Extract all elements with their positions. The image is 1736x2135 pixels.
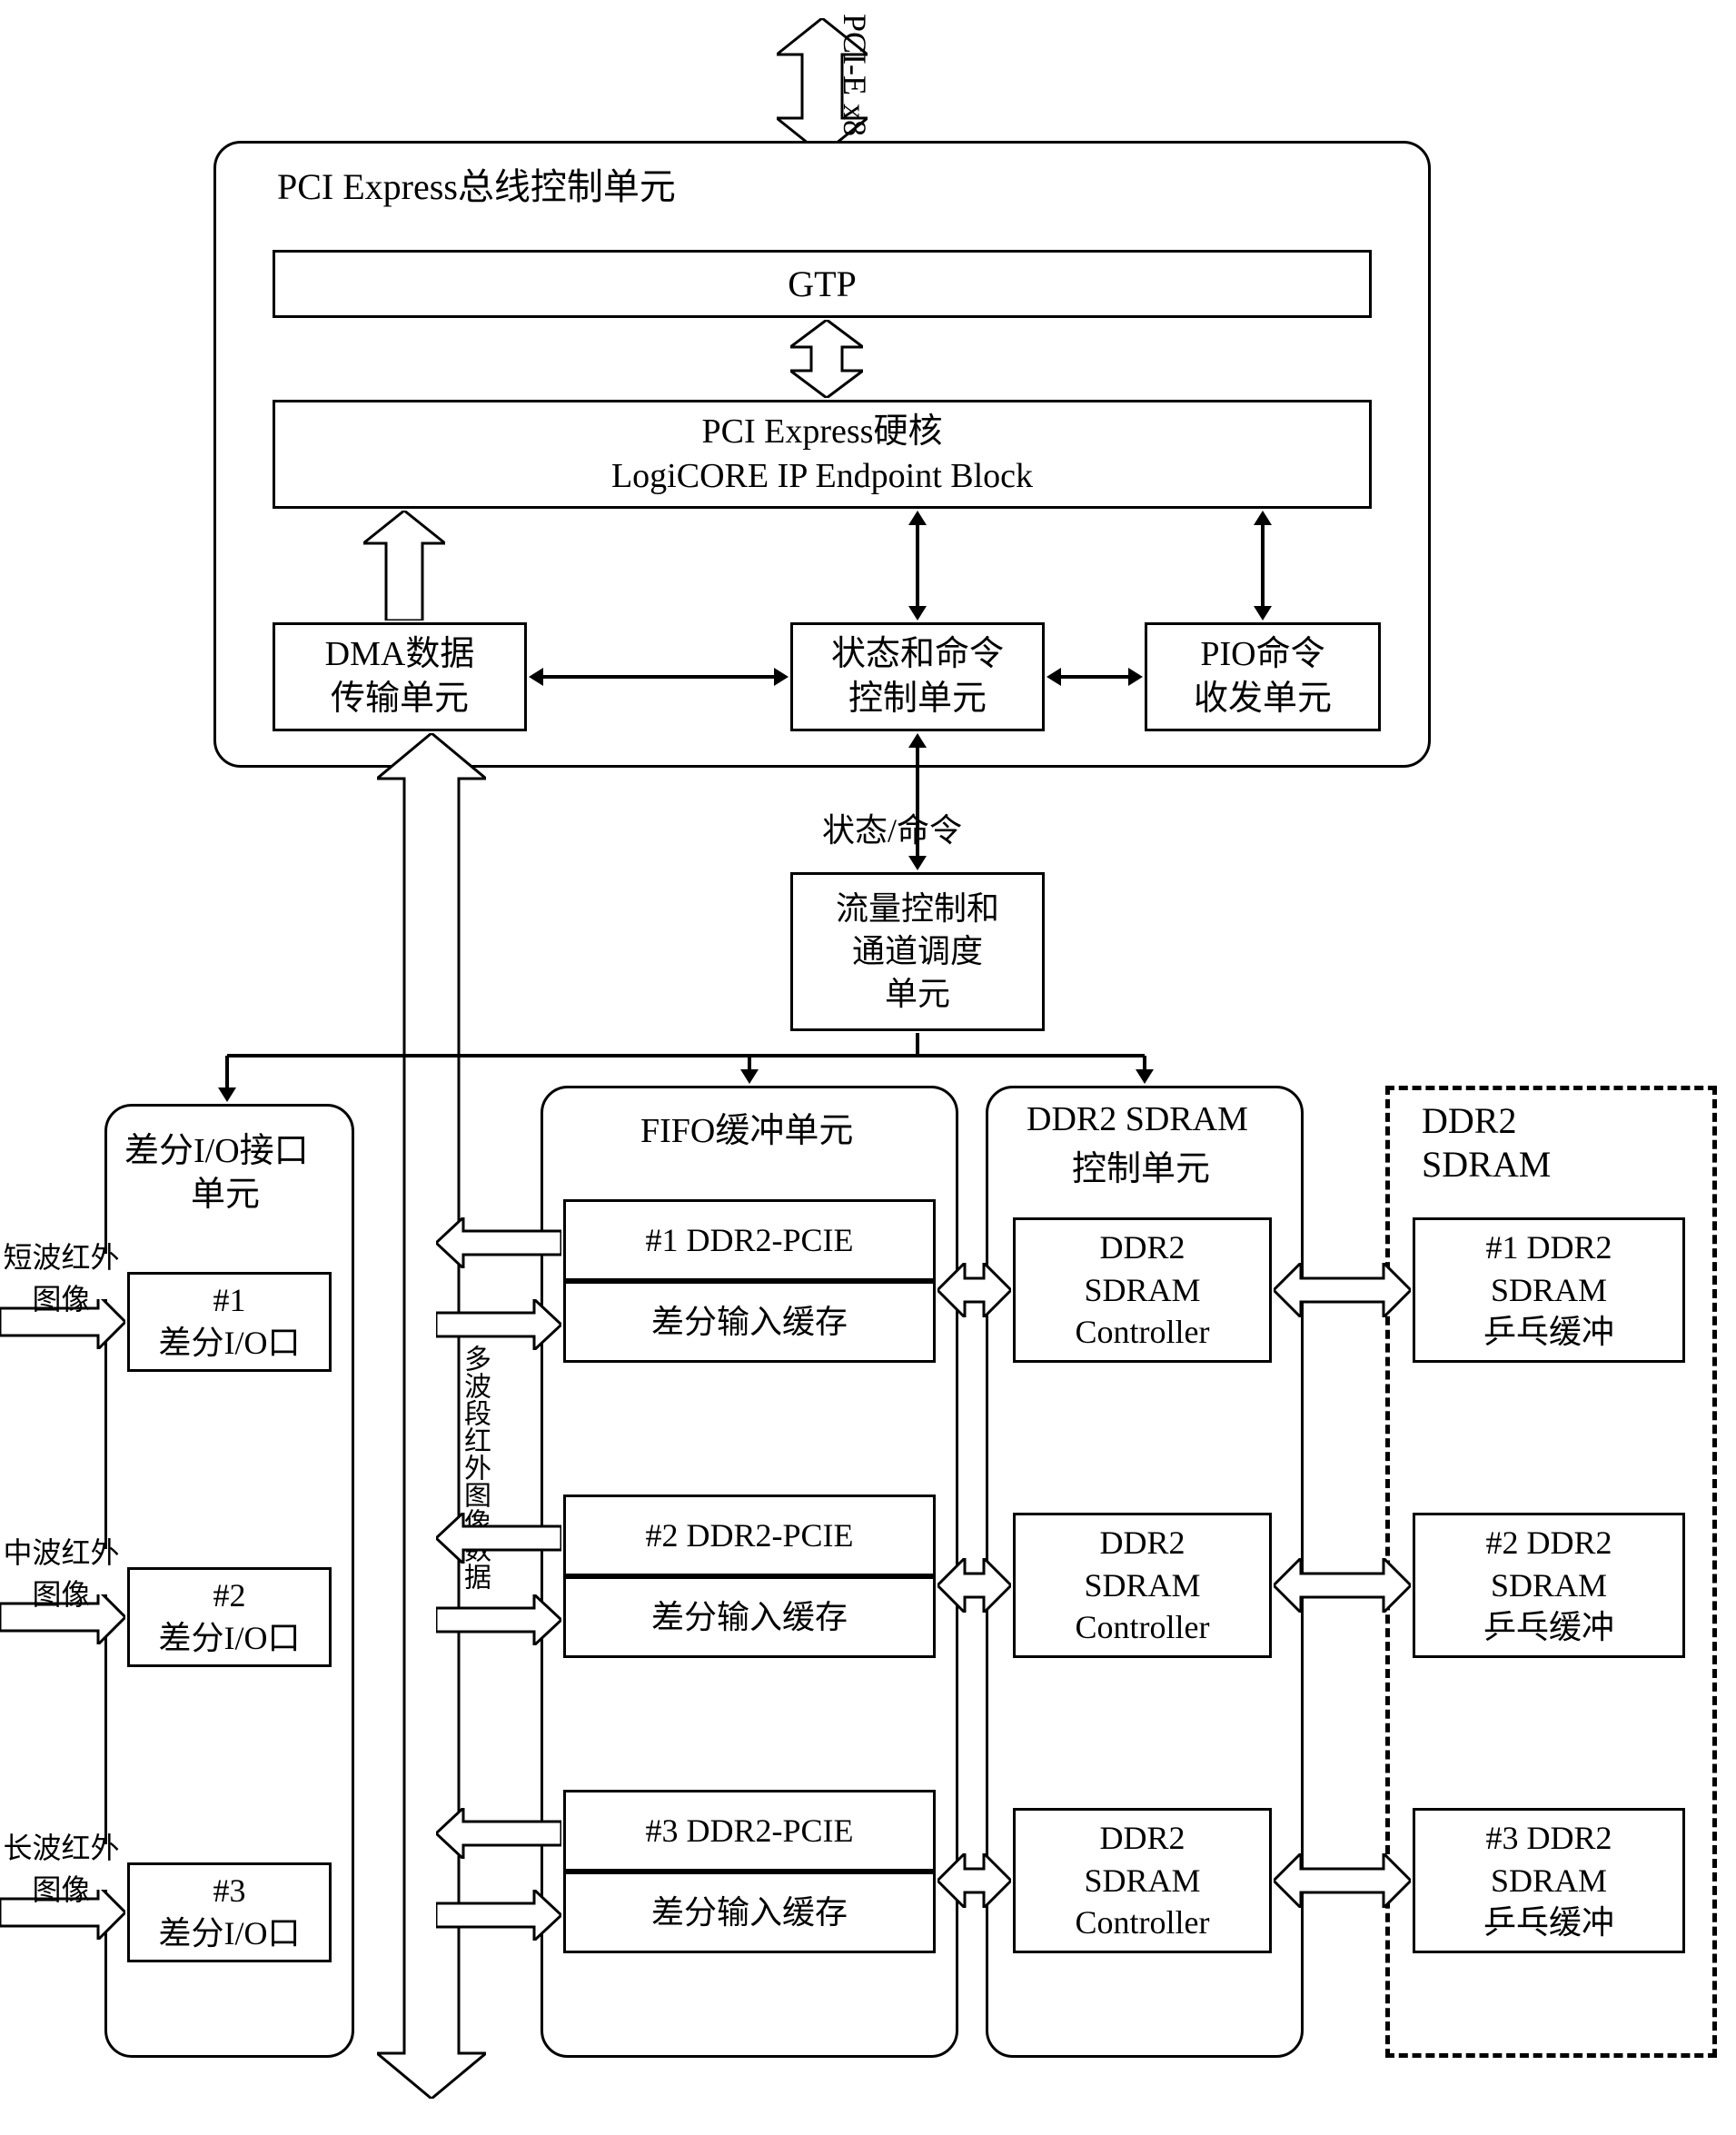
block-arrow xyxy=(436,1299,561,1350)
block-arrow xyxy=(436,1890,561,1941)
dma-unit: DMA数据传输单元 xyxy=(273,622,527,731)
fifo-1-top: #1 DDR2-PCIE xyxy=(563,1199,936,1281)
status-cmd-unit: 状态和命令控制单元 xyxy=(790,622,1045,731)
diff-io-1: #1差分I/O口 xyxy=(127,1272,332,1372)
fifo-2-bot: 差分输入缓存 xyxy=(563,1576,936,1658)
ddr2-ctrl-1: DDR2SDRAMController xyxy=(1013,1217,1272,1363)
block-arrow xyxy=(436,1594,561,1645)
fifo-1-bot: 差分输入缓存 xyxy=(563,1281,936,1363)
ddr2-ctrl-3: DDR2SDRAMController xyxy=(1013,1808,1272,1953)
block-arrow xyxy=(436,1513,561,1564)
ddr2-pp-1: #1 DDR2SDRAM乒乓缓冲 xyxy=(1413,1217,1685,1363)
diff-io-3: #3差分I/O口 xyxy=(127,1862,332,1962)
block-arrow xyxy=(436,1217,561,1268)
block-arrow xyxy=(436,1808,561,1859)
fifo-2-top: #2 DDR2-PCIE xyxy=(563,1494,936,1576)
diff-io-2: #2差分I/O口 xyxy=(127,1567,332,1667)
block-arrow xyxy=(790,320,863,398)
status-cmd-edge-label: 状态/命令 xyxy=(822,804,962,851)
gtp-block: GTP xyxy=(273,250,1372,318)
block-arrow xyxy=(937,1263,1011,1317)
flow-control-unit: 流量控制和通道调度单元 xyxy=(790,872,1045,1031)
block-arrow xyxy=(937,1853,1011,1908)
ddr2-ctrl-2: DDR2SDRAMController xyxy=(1013,1513,1272,1658)
block-arrow xyxy=(1274,1853,1411,1908)
pio-unit: PIO命令收发单元 xyxy=(1145,622,1381,731)
pcie-ctrl-title: PCI Express总线控制单元 xyxy=(277,157,676,210)
ddr2-pp-3: #3 DDR2SDRAM乒乓缓冲 xyxy=(1413,1808,1685,1953)
fifo-3-bot: 差分输入缓存 xyxy=(563,1872,936,1953)
block-arrow xyxy=(1274,1263,1411,1317)
fifo-3-top: #3 DDR2-PCIE xyxy=(563,1790,936,1872)
block-arrow xyxy=(363,511,445,621)
ddr2-pp-2: #2 DDR2SDRAM乒乓缓冲 xyxy=(1413,1513,1685,1658)
pcie-core-block: PCI Express硬核LogiCORE IP Endpoint Block xyxy=(273,400,1372,509)
block-arrow xyxy=(1274,1558,1411,1613)
block-arrow xyxy=(937,1558,1011,1613)
